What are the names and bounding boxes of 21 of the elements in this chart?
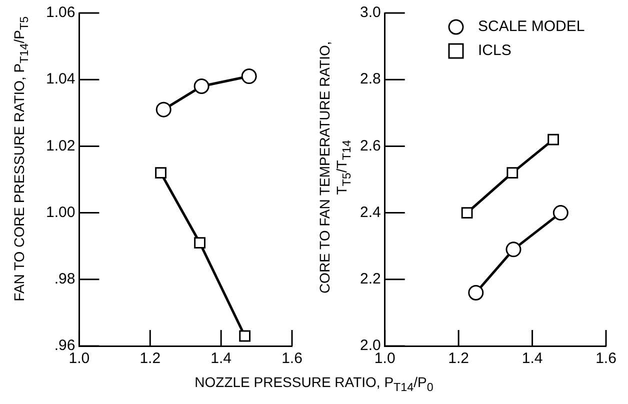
y-tick-label: 2.8	[360, 70, 381, 88]
x-tick-label: 1.0	[374, 350, 396, 368]
y-tick-label: 2.6	[360, 137, 381, 154]
y-tick-label: .98	[54, 270, 76, 288]
x-tick-label: 1.4	[522, 350, 543, 368]
x-tick-label: 1.0	[68, 350, 90, 368]
legend-label: ICLS	[478, 42, 512, 60]
y-tick-label: 1.02	[46, 137, 76, 154]
x-tick-label: 1.6	[596, 350, 616, 368]
y-tick-label: 2.4	[360, 204, 381, 221]
y-tick-label: 3.0	[360, 4, 381, 22]
y-tick-label: 2.2	[360, 270, 381, 288]
y-tick-label: 1.00	[46, 204, 76, 221]
x-tick-label: 1.6	[282, 350, 302, 368]
x-tick-label: 1.2	[448, 350, 469, 368]
legend-label: SCALE MODEL	[478, 18, 585, 36]
y-tick-label: 1.06	[46, 4, 76, 22]
y-tick-label: 1.04	[46, 70, 76, 88]
x-axis-title: NOZZLE PRESSURE RATIO, P$_{T14}$/P$_{0}$	[194, 374, 434, 394]
x-tick-label: 1.4	[210, 350, 232, 368]
x-tick-label: 1.2	[140, 350, 161, 368]
